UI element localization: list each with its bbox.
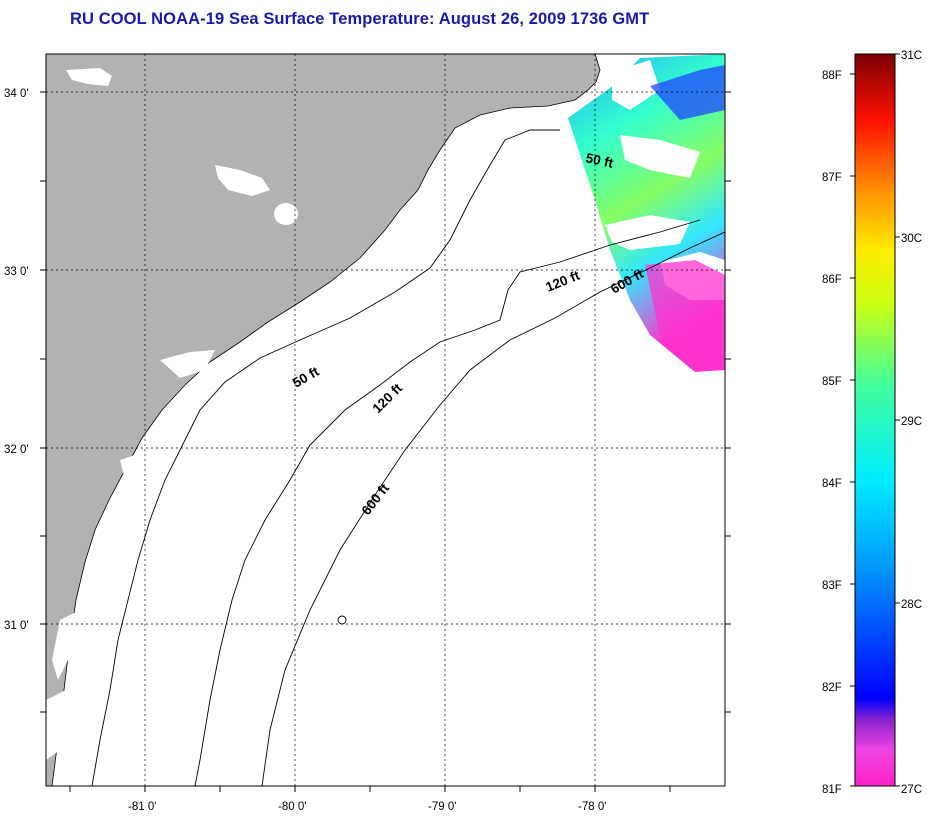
colorbar-c-27: 27C [901, 784, 922, 796]
lat-label-33: 33 0' [4, 266, 29, 278]
colorbar-f-85: 85F [822, 376, 842, 388]
contour-600ft [261, 231, 725, 786]
colorbar-c-29: 29C [901, 416, 922, 428]
lat-label-32: 32 0' [4, 444, 29, 456]
lon-label-80: -80 0' [278, 801, 306, 813]
colorbar-f-86: 86F [822, 274, 842, 286]
bathymetry-contours [91, 129, 725, 786]
colorbar-f-87: 87F [822, 172, 842, 184]
lat-label-34: 34 0' [4, 88, 29, 100]
colorbar: 88F 87F 86F 85F 84F 83F 82F 81F 31C 30C … [822, 50, 922, 796]
lon-label-78: -78 0' [578, 801, 606, 813]
colorbar-gradient [854, 53, 896, 787]
satellite-swath [568, 54, 725, 372]
colorbar-c-28: 28C [901, 599, 922, 611]
colorbar-f-84: 84F [822, 478, 842, 490]
graticule [46, 54, 725, 786]
colorbar-f-83: 83F [822, 580, 842, 592]
contour-label-50ft-north: 50 ft [584, 150, 615, 171]
colorbar-c-30: 30C [901, 233, 922, 245]
lat-label-31: 31 0' [4, 620, 29, 632]
colorbar-f-81: 81F [822, 784, 842, 796]
axis-ticks [40, 91, 731, 792]
contour-50ft [91, 129, 560, 786]
colorbar-c-31: 31C [901, 50, 922, 62]
map-title: RU COOL NOAA-19 Sea Surface Temperature:… [70, 10, 650, 28]
map-frame [45, 53, 726, 787]
lon-label-79: -79 0' [428, 801, 456, 813]
colorbar-f-82: 82F [822, 682, 842, 694]
contour-120ft [194, 219, 701, 786]
cloud-mask-patches [46, 68, 298, 760]
colorbar-f-88: 88F [822, 70, 842, 82]
lon-label-81: -81 0' [128, 801, 156, 813]
